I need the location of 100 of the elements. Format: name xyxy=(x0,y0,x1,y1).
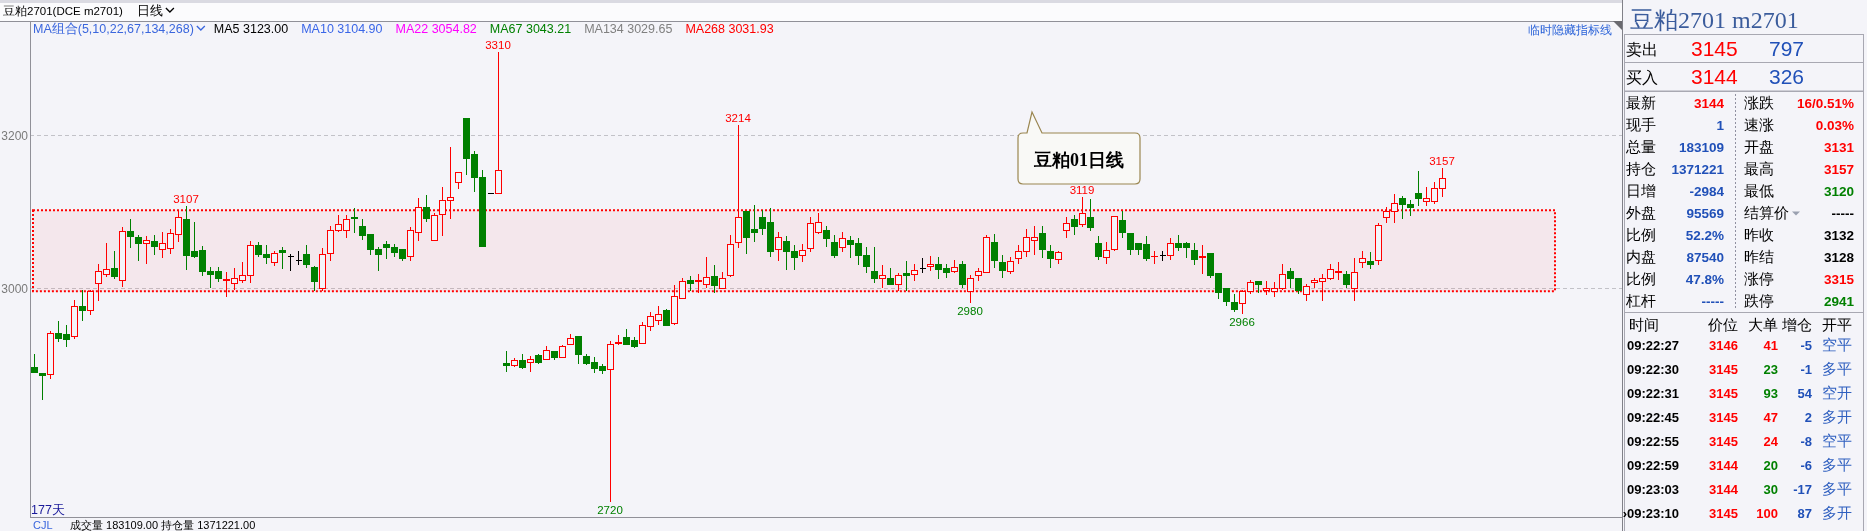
text: 2980 xyxy=(957,305,983,318)
text: 空开 xyxy=(1822,385,1852,402)
annotation: MA10 3104.90 xyxy=(301,22,383,36)
text: 09:22:31 xyxy=(1626,386,1679,402)
text: -1 xyxy=(1800,362,1812,378)
chart-title: 豆粕2701(DCE m2701) xyxy=(3,5,124,17)
text: 3144 xyxy=(1693,95,1725,111)
candlestick xyxy=(903,260,910,292)
text: 3145 xyxy=(1691,37,1738,60)
candlestick xyxy=(1199,244,1206,275)
text: 3157 xyxy=(1823,161,1854,177)
text: 87540 xyxy=(1686,249,1724,265)
text: 速涨 xyxy=(1744,116,1774,133)
annotation: MA134 3029.65 xyxy=(584,22,673,36)
candlestick xyxy=(895,272,902,292)
text: 09:23:03 xyxy=(1626,482,1679,498)
text: 买入 xyxy=(1626,69,1658,86)
candlestick xyxy=(279,246,286,270)
text: 2 xyxy=(1804,410,1812,426)
text: 时间 xyxy=(1629,317,1659,333)
candlestick xyxy=(831,234,838,259)
text: 日增 xyxy=(1626,182,1656,199)
text: 52.2% xyxy=(1685,227,1724,243)
text: 3131 xyxy=(1823,139,1855,155)
text: 3214 xyxy=(725,111,751,124)
text: 总量 xyxy=(1625,138,1656,155)
text: 涨跌 xyxy=(1744,94,1774,111)
text: 47.8% xyxy=(1685,271,1724,287)
candlestick xyxy=(503,350,510,373)
candlestick xyxy=(959,260,966,289)
candlestick xyxy=(799,243,806,263)
text: 2966 xyxy=(1229,316,1255,329)
text: 3144 xyxy=(1691,65,1739,88)
candlestick xyxy=(1159,250,1166,262)
text: 3144 xyxy=(1709,482,1739,498)
text: 多平 xyxy=(1822,361,1852,378)
text: -6 xyxy=(1800,458,1812,474)
text: 09:22:59 xyxy=(1626,458,1679,474)
text: 跌停 xyxy=(1744,292,1774,309)
text: 最低 xyxy=(1744,182,1774,199)
candlestick xyxy=(151,234,158,256)
candlestick xyxy=(351,207,358,234)
candlestick xyxy=(575,335,582,365)
text: 结算价 xyxy=(1744,204,1789,221)
text: 326 xyxy=(1769,65,1805,88)
text: 09:22:55 xyxy=(1626,434,1679,450)
text: 3132 xyxy=(1823,227,1854,243)
text: 2720 xyxy=(597,503,623,516)
text: 现手 xyxy=(1626,116,1656,133)
text: 09:22:45 xyxy=(1626,410,1679,426)
text: 开盘 xyxy=(1744,138,1774,155)
candlestick xyxy=(1231,293,1238,313)
text: 3145 xyxy=(1709,410,1738,426)
text: 大单 xyxy=(1748,317,1778,333)
text: 比例 xyxy=(1626,270,1656,287)
text: ›09:23:10 xyxy=(1622,506,1679,522)
text: 1371221 xyxy=(1671,161,1725,177)
text: 3310 xyxy=(485,38,511,51)
candlestick xyxy=(1087,198,1094,232)
text: 2941 xyxy=(1823,293,1855,309)
candlestick xyxy=(39,372,46,401)
annotation: MA组合(5,10,22,67,134,268) xyxy=(33,22,194,36)
text: ----- xyxy=(1701,293,1724,309)
text: 最高 xyxy=(1744,160,1774,177)
candlestick xyxy=(87,289,94,316)
text: 增仓 xyxy=(1781,317,1812,333)
text: 价位 xyxy=(1707,317,1738,333)
candlestick xyxy=(711,264,718,294)
candlestick xyxy=(1071,214,1078,236)
candlestick xyxy=(1119,210,1126,239)
y-tick-label: 3000 xyxy=(1,281,29,296)
text: 3145 xyxy=(1709,434,1738,450)
candlestick xyxy=(127,218,134,249)
text: 3157 xyxy=(1429,155,1455,168)
candlestick xyxy=(79,289,86,322)
text: 3144 xyxy=(1709,458,1739,474)
candlestick xyxy=(775,231,782,262)
text: 3145 xyxy=(1709,362,1738,378)
candlestick xyxy=(1351,257,1358,302)
text: 3146 xyxy=(1709,338,1738,354)
text: 3315 xyxy=(1823,271,1855,287)
text: 最新 xyxy=(1626,94,1656,111)
candlestick xyxy=(823,225,830,248)
text: 30 xyxy=(1763,482,1778,498)
candlestick xyxy=(423,194,430,223)
candlestick xyxy=(303,244,310,269)
annotation: MA22 3054.82 xyxy=(395,22,477,36)
text: 54 xyxy=(1797,386,1813,402)
candlestick xyxy=(1079,196,1086,228)
candlestick xyxy=(1047,244,1054,269)
text: 3128 xyxy=(1823,249,1855,265)
annotation: MA5 3123.00 xyxy=(213,22,289,36)
chart-subtitle: 日线 xyxy=(136,4,163,18)
text: 93 xyxy=(1763,386,1778,402)
text: 183109 xyxy=(1678,139,1724,155)
text: 昨收 xyxy=(1744,226,1774,243)
text: 涨停 xyxy=(1744,270,1774,287)
annotation: 豆粕01日线 xyxy=(1033,150,1124,170)
text: 3145 xyxy=(1709,386,1738,402)
text: 多平 xyxy=(1822,457,1852,474)
